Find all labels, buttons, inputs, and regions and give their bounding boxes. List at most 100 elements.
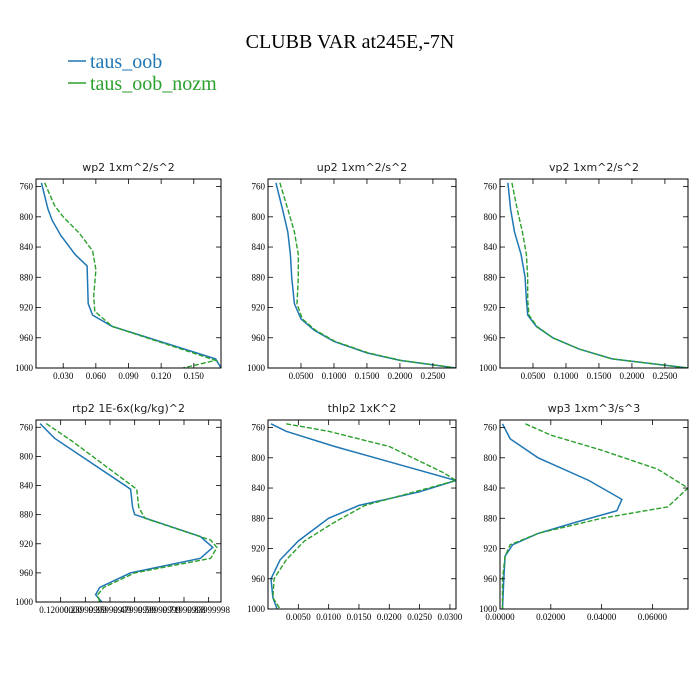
chart-panel-4: rtp2 1E-6x(kg/kg)^2 760 800 840 880 920 960 100…: [15, 402, 231, 615]
y-tick-label: 840: [20, 481, 34, 491]
x-tick-label: 0.35999999: [89, 605, 132, 615]
series-line-taus-oob: [39, 423, 214, 602]
y-tick-label: 960: [20, 568, 34, 578]
y-tick-label: 760: [484, 182, 498, 192]
x-tick-label: 0.02000: [536, 612, 566, 622]
y-tick-label: 880: [252, 513, 266, 523]
x-tick-label: 0.0050: [286, 612, 311, 622]
series-line-taus-oob: [40, 182, 221, 368]
x-tick-label: 0.2000: [388, 371, 413, 381]
legend-label-taus-oob: taus_oob: [90, 51, 162, 73]
x-tick-label: 0.04000: [587, 612, 617, 622]
y-tick-label: 800: [484, 212, 498, 222]
x-tick-label: 0.0150: [347, 612, 372, 622]
x-tick-label: 0.1500: [587, 371, 612, 381]
x-tick-label: 0.06000: [638, 612, 668, 622]
y-tick-label: 800: [20, 451, 34, 461]
x-tick-label: 0.1500: [355, 371, 380, 381]
chart-panel-3: vp2 1xm^2/s^2 760 800 840 880 920 960 1000 0.050…: [479, 161, 689, 381]
x-tick-label: 0.0250: [407, 612, 432, 622]
y-tick-label: 800: [484, 453, 498, 463]
y-tick-label: 960: [20, 333, 34, 343]
panel-grid: wp2 1xm^2/s^2 760 800 840 880 920 960 1000 0.030…: [15, 161, 689, 622]
y-tick-label: 880: [484, 513, 498, 523]
x-tick-label: 0.59999999: [138, 605, 181, 615]
x-tick-label: 0.0500: [521, 371, 546, 381]
legend-label-taus-oob-nozm: taus_oob_nozm: [90, 73, 217, 95]
figure-title: CLUBB VAR at245E,-7N: [246, 31, 455, 53]
series-line-taus-oob-nozm: [45, 423, 218, 602]
series-line-taus-oob-nozm: [511, 182, 688, 368]
plot-frame: [267, 178, 457, 369]
series-line-taus-oob-nozm: [272, 423, 456, 609]
y-tick-label: 1000: [479, 363, 498, 373]
x-tick-label: 0.090: [118, 371, 139, 381]
y-tick-label: 960: [252, 333, 266, 343]
y-tick-label: 800: [252, 212, 266, 222]
chart-panel-5: thlp2 1xK^2 760 800 840 880 920 960 1000 0.0050 0…: [247, 402, 463, 622]
y-tick-label: 880: [484, 272, 498, 282]
y-tick-label: 880: [20, 510, 34, 520]
y-tick-label: 880: [252, 272, 266, 282]
y-tick-label: 1000: [247, 604, 266, 614]
x-tick-label: 0.1000: [554, 371, 579, 381]
y-tick-label: 840: [252, 242, 266, 252]
series-line-taus-oob-nozm: [501, 423, 688, 609]
y-tick-label: 800: [252, 453, 266, 463]
y-tick-label: 880: [20, 272, 34, 282]
y-tick-label: 960: [484, 333, 498, 343]
x-tick-label: 0.83999998: [187, 605, 230, 615]
y-tick-label: 1000: [15, 363, 34, 373]
x-tick-label: 0.00000: [485, 612, 515, 622]
x-tick-label: 0.71999998: [163, 605, 206, 615]
series-line-taus-oob-nozm: [279, 182, 456, 368]
chart-panel-2: up2 1xm^2/s^2 760 800 840 880 920 960 1000 0.050…: [247, 161, 457, 381]
y-tick-label: 920: [20, 303, 34, 313]
y-tick-label: 760: [252, 182, 266, 192]
y-tick-label: 840: [484, 483, 498, 493]
panel-title: thlp2 1xK^2: [328, 402, 397, 415]
panel-title: rtp2 1E-6x(kg/kg)^2: [72, 402, 185, 415]
series-line-taus-oob: [270, 423, 456, 609]
x-tick-label: 0.2500: [421, 371, 446, 381]
panel-title: wp3 1xm^3/s^3: [548, 402, 641, 415]
x-tick-label: 0.0300: [438, 612, 463, 622]
y-tick-label: 1000: [247, 363, 266, 373]
y-tick-label: 840: [252, 483, 266, 493]
x-tick-label: 0.0100: [316, 612, 341, 622]
x-tick-label: 0.2500: [653, 371, 678, 381]
y-tick-label: 920: [484, 303, 498, 313]
series-line-taus-oob-nozm: [44, 182, 219, 368]
plot-frame: [35, 419, 222, 603]
y-tick-label: 920: [252, 303, 266, 313]
plot-frame: [35, 178, 222, 369]
series-line-taus-oob: [507, 182, 688, 368]
plot-frame: [499, 419, 689, 610]
y-tick-label: 760: [20, 182, 34, 192]
y-tick-label: 800: [20, 212, 34, 222]
y-tick-label: 1000: [15, 597, 34, 607]
y-tick-label: 760: [252, 423, 266, 433]
y-tick-label: 920: [252, 544, 266, 554]
y-tick-label: 960: [484, 574, 498, 584]
x-tick-label: 0.23999999: [64, 605, 107, 615]
y-tick-label: 760: [20, 422, 34, 432]
y-tick-label: 960: [252, 574, 266, 584]
x-tick-label: 0.150: [184, 371, 205, 381]
x-tick-label: 0.1000: [322, 371, 347, 381]
chart-panel-1: wp2 1xm^2/s^2 760 800 840 880 920 960 1000 0.030…: [15, 161, 222, 381]
x-tick-label: 0.47999999: [113, 605, 156, 615]
x-tick-label: 0.030: [53, 371, 74, 381]
chart-panel-6: wp3 1xm^3/s^3 760 800 840 880 920 960 10000.000…: [479, 402, 689, 622]
legend: taus_oob taus_oob_nozm: [68, 51, 217, 95]
x-tick-label: 0.060: [86, 371, 107, 381]
y-tick-label: 840: [20, 242, 34, 252]
x-tick-label: 0.2000: [620, 371, 645, 381]
plot-frame: [267, 419, 457, 610]
series-line-taus-oob: [501, 423, 623, 609]
series-line-taus-oob: [275, 182, 456, 368]
y-tick-label: 920: [20, 539, 34, 549]
panel-title: vp2 1xm^2/s^2: [549, 161, 639, 174]
panel-title: wp2 1xm^2/s^2: [82, 161, 175, 174]
